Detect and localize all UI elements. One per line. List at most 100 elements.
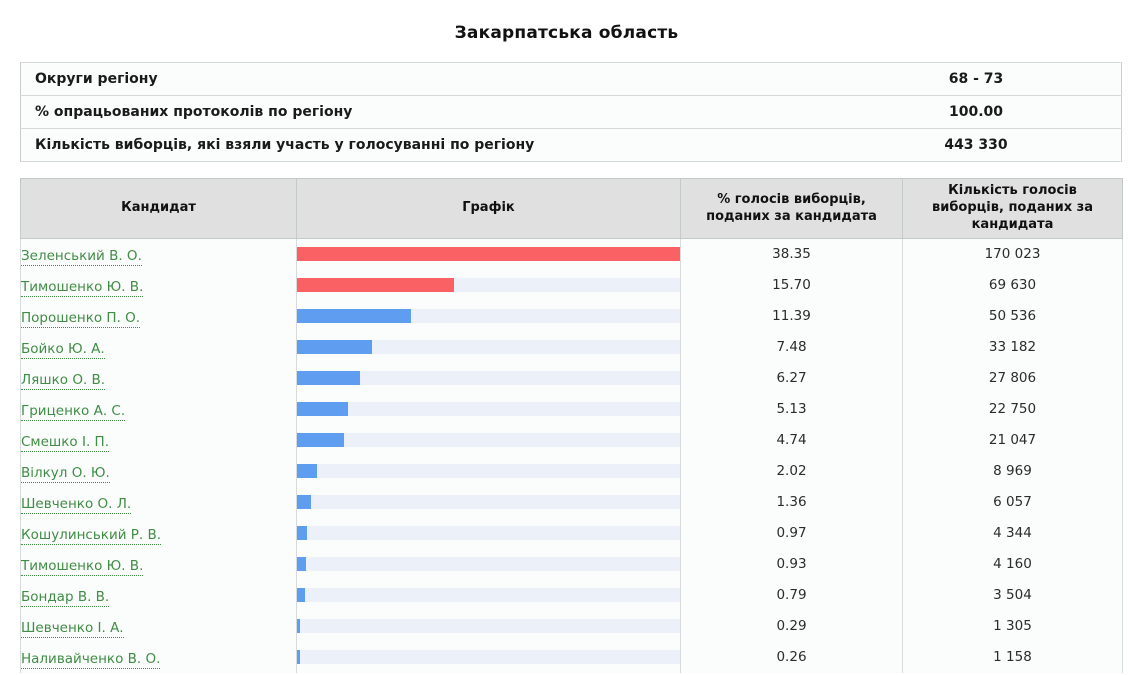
candidate-cell: Шевченко І. А. [20, 610, 297, 642]
votes-cell: 3 504 [902, 579, 1123, 611]
graph-cell [296, 362, 681, 394]
votes-cell: 4 160 [902, 548, 1123, 580]
summary-label: % опрацьованих протоколів по регіону [20, 95, 831, 129]
candidate-cell: Ляшко О. В. [20, 362, 297, 394]
bar-track [297, 247, 680, 262]
table-row: Порошенко П. О. 11.39 50 536 [20, 300, 1123, 332]
percent-cell: 7.48 [680, 331, 903, 363]
percent-cell: 0.29 [680, 610, 903, 642]
candidate-cell: Порошенко П. О. [20, 300, 297, 332]
candidate-link[interactable]: Зеленський В. О. [21, 247, 142, 266]
votes-cell: 50 536 [902, 300, 1123, 332]
table-row: Ляшко О. В. 6.27 27 806 [20, 362, 1123, 394]
result-bar [297, 402, 349, 416]
percent-cell: 0.26 [680, 641, 903, 673]
result-bar [297, 278, 454, 292]
bar-track [297, 433, 680, 447]
result-bar [297, 650, 300, 664]
candidate-link[interactable]: Бойко Ю. А. [21, 340, 105, 359]
candidate-link[interactable]: Тимошенко Ю. В. [21, 278, 144, 297]
graph-cell [296, 238, 681, 270]
summary-value: 443 330 [831, 128, 1122, 162]
results-table: Кандидат Графік % голосів виборців, пода… [20, 178, 1123, 673]
candidate-link[interactable]: Шевченко О. Л. [21, 495, 132, 514]
votes-cell: 1 158 [902, 641, 1123, 673]
graph-cell [296, 455, 681, 487]
summary-row-voters: Кількість виборців, які взяли участь у г… [20, 128, 1122, 162]
percent-cell: 11.39 [680, 300, 903, 332]
graph-cell [296, 579, 681, 611]
percent-cell: 0.93 [680, 548, 903, 580]
summary-value: 68 - 73 [831, 62, 1122, 96]
votes-cell: 170 023 [902, 238, 1123, 270]
summary-table: Округи регіону 68 - 73 % опрацьованих пр… [20, 62, 1122, 162]
column-header-votes: Кількість голосів виборців, поданих за к… [902, 178, 1123, 239]
table-row: Бондар В. В. 0.79 3 504 [20, 579, 1123, 611]
candidate-link[interactable]: Тимошенко Ю. В. [21, 557, 144, 576]
candidate-cell: Бондар В. В. [20, 579, 297, 611]
table-row: Зеленський В. О. 38.35 170 023 [20, 238, 1123, 270]
candidate-link[interactable]: Наливайченко В. О. [21, 650, 161, 669]
candidate-cell: Тимошенко Ю. В. [20, 548, 297, 580]
summary-label: Кількість виборців, які взяли участь у г… [20, 128, 831, 162]
result-bar [297, 433, 345, 447]
graph-cell [296, 517, 681, 549]
table-row: Наливайченко В. О. 0.26 1 158 [20, 641, 1123, 673]
bar-track [297, 309, 680, 323]
candidate-link[interactable]: Вілкул О. Ю. [21, 464, 110, 483]
candidate-link[interactable]: Порошенко П. О. [21, 309, 141, 328]
percent-cell: 38.35 [680, 238, 903, 270]
percent-cell: 0.79 [680, 579, 903, 611]
candidate-cell: Бойко Ю. А. [20, 331, 297, 363]
candidate-cell: Гриценко А. С. [20, 393, 297, 425]
summary-row-protocols: % опрацьованих протоколів по регіону 100… [20, 95, 1122, 129]
candidate-cell: Наливайченко В. О. [20, 641, 297, 673]
percent-cell: 5.13 [680, 393, 903, 425]
candidate-link[interactable]: Смешко І. П. [21, 433, 109, 452]
percent-cell: 15.70 [680, 269, 903, 301]
table-row: Вілкул О. Ю. 2.02 8 969 [20, 455, 1123, 487]
graph-cell [296, 300, 681, 332]
result-bar [297, 464, 318, 478]
page-title: Закарпатська область [454, 23, 679, 43]
result-bar [297, 588, 305, 602]
bar-track [297, 619, 680, 633]
percent-cell: 6.27 [680, 362, 903, 394]
votes-cell: 27 806 [902, 362, 1123, 394]
votes-cell: 8 969 [902, 455, 1123, 487]
percent-cell: 2.02 [680, 455, 903, 487]
candidate-link[interactable]: Шевченко І. А. [21, 619, 124, 638]
table-row: Тимошенко Ю. В. 15.70 69 630 [20, 269, 1123, 301]
bar-track [297, 340, 680, 354]
graph-cell [296, 548, 681, 580]
result-bar [297, 371, 360, 385]
table-row: Бойко Ю. А. 7.48 33 182 [20, 331, 1123, 363]
candidate-link[interactable]: Гриценко А. С. [21, 402, 126, 421]
bar-track [297, 495, 680, 509]
results-header-row: Кандидат Графік % голосів виборців, пода… [20, 178, 1123, 239]
votes-cell: 4 344 [902, 517, 1123, 549]
candidate-link[interactable]: Кошулинський Р. В. [21, 526, 162, 545]
graph-cell [296, 269, 681, 301]
candidate-link[interactable]: Бондар В. В. [21, 588, 110, 607]
percent-cell: 1.36 [680, 486, 903, 518]
percent-cell: 4.74 [680, 424, 903, 456]
candidate-link[interactable]: Ляшко О. В. [21, 371, 106, 390]
bar-track [297, 278, 680, 292]
graph-cell [296, 641, 681, 673]
votes-cell: 6 057 [902, 486, 1123, 518]
result-bar [297, 495, 311, 509]
votes-cell: 33 182 [902, 331, 1123, 363]
result-bar [297, 557, 307, 571]
bar-track [297, 588, 680, 602]
summary-row-districts: Округи регіону 68 - 73 [20, 62, 1122, 96]
candidate-cell: Смешко І. П. [20, 424, 297, 456]
candidate-cell: Вілкул О. Ю. [20, 455, 297, 487]
result-bar [297, 309, 411, 323]
table-row: Гриценко А. С. 5.13 22 750 [20, 393, 1123, 425]
result-bar [297, 247, 680, 262]
votes-cell: 1 305 [902, 610, 1123, 642]
result-bar [297, 526, 307, 540]
bar-track [297, 371, 680, 385]
